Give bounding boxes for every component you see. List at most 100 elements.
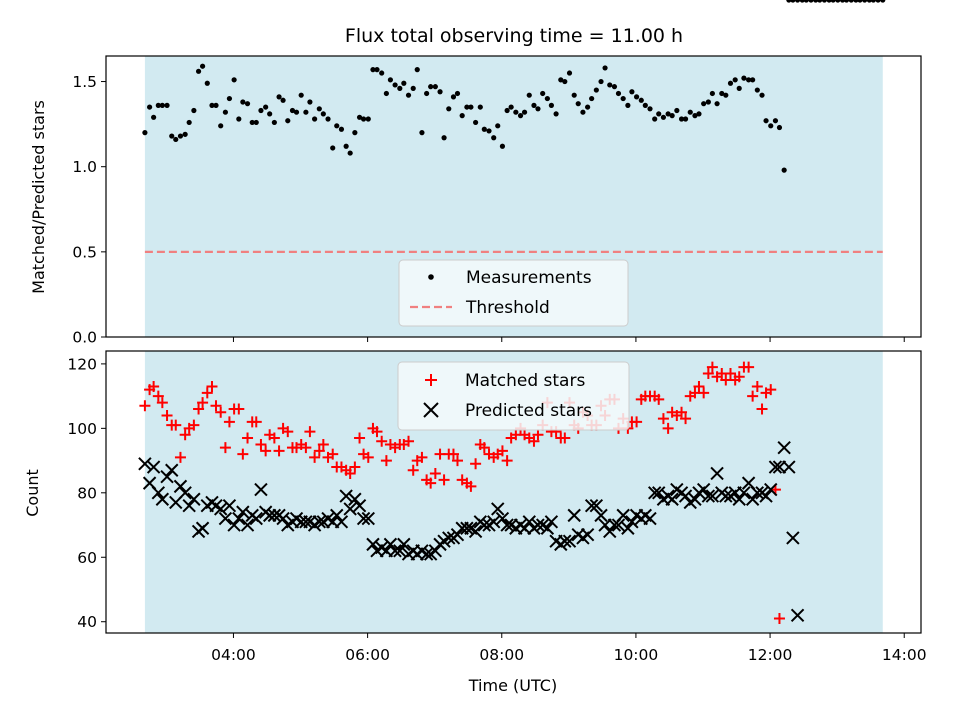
measurements-point	[880, 0, 886, 3]
matched-stars-point	[470, 458, 482, 470]
measurements-point	[424, 90, 430, 97]
matched-stars-point	[733, 371, 745, 383]
measurements-point	[182, 131, 188, 137]
predicted-stars-point	[487, 515, 501, 529]
measurements-point	[870, 0, 876, 3]
predicted-stars-point	[352, 498, 367, 513]
measurements-point	[379, 70, 385, 76]
matched-stars-point	[680, 413, 692, 425]
measurements-point	[732, 77, 738, 83]
predicted-stars-point	[232, 511, 246, 526]
measurements-point	[558, 77, 564, 83]
counts-y-axis-label: Count	[23, 469, 42, 517]
predicted-stars-point	[750, 486, 765, 500]
predicted-stars-point	[705, 489, 720, 503]
matched-stars-point	[233, 403, 245, 415]
measurements-point	[580, 109, 586, 115]
predicted-stars-point	[764, 482, 778, 497]
predicted-stars-point	[267, 508, 282, 523]
predicted-stars-point	[222, 498, 237, 513]
matched-stars-point	[197, 397, 209, 409]
measurements-point	[508, 104, 514, 110]
matched-stars-point	[765, 384, 777, 396]
measurements-point	[276, 94, 282, 100]
predicted-stars-point	[665, 492, 679, 506]
matched-stars-point	[451, 455, 463, 467]
measurements-point	[347, 150, 353, 156]
measurements-point	[454, 90, 461, 97]
predicted-stars-point	[361, 511, 375, 526]
matched-stars-point	[313, 445, 325, 457]
counts-y-ticks: 40 60 80 100 120	[67, 355, 106, 631]
ratio-y-axis-label: Matched/Predicted stars	[29, 100, 48, 294]
measurements-point	[790, 0, 796, 3]
predicted-stars-point	[468, 524, 483, 539]
matched-stars-point	[376, 435, 388, 447]
measurements-point	[222, 109, 228, 115]
measurements-point	[517, 113, 524, 119]
predicted-stars-point	[594, 508, 608, 523]
matched-stars-point	[407, 464, 419, 476]
predicted-stars-point	[356, 511, 371, 526]
y-tick-label: 1.5	[72, 73, 97, 91]
measurements-point	[799, 0, 805, 3]
predicted-stars-point	[589, 498, 604, 513]
predicted-stars-point	[696, 482, 711, 497]
predicted-stars-point	[643, 511, 657, 526]
measurements-point	[316, 106, 322, 112]
predicted-stars-point	[558, 534, 572, 548]
measurements-point	[258, 107, 264, 114]
measurements-point	[687, 109, 693, 115]
measurements-point	[705, 99, 711, 105]
matched-stars-point	[747, 390, 759, 402]
measurements-point	[768, 123, 774, 129]
predicted-stars-point	[603, 524, 617, 539]
measurements-point	[312, 116, 318, 122]
matched-stars-point	[219, 442, 231, 454]
measurements-point	[763, 118, 769, 124]
measurements-point	[437, 89, 443, 95]
predicted-stars-point	[678, 489, 693, 503]
measurements-point	[615, 90, 622, 97]
matched-stars-point	[698, 387, 710, 399]
predicted-stars-point	[652, 486, 666, 500]
matched-stars-point	[478, 442, 490, 454]
measurements-point	[338, 126, 345, 132]
matched-stars-point	[403, 435, 415, 447]
predicted-stars-point	[366, 537, 380, 552]
predicted-stars-point	[745, 492, 760, 506]
predicted-stars-point	[647, 486, 662, 500]
measurements-point	[383, 90, 389, 97]
measurements-point	[397, 85, 403, 91]
predicted-stars-point	[160, 469, 174, 484]
predicted-stars-point	[710, 466, 724, 481]
measurements-point	[754, 87, 760, 93]
matched-stars-point	[242, 432, 254, 444]
y-tick-label: 100	[67, 420, 97, 438]
measurements-point	[191, 107, 197, 114]
measurements-point	[875, 0, 881, 3]
predicted-stars-point	[719, 489, 733, 503]
measurements-point	[629, 89, 635, 95]
predicted-stars-point	[276, 511, 290, 526]
measurements-point	[719, 90, 725, 97]
predicted-stars-point	[442, 531, 456, 545]
ratio-y-ticks: 0.0 0.5 1.0 1.5	[72, 73, 106, 347]
measurements-point	[477, 104, 483, 110]
measurements-point	[428, 84, 434, 90]
predicted-stars-point	[343, 502, 357, 516]
legend-predicted-label: Predicted stars	[465, 401, 592, 421]
measurements-point	[602, 65, 608, 71]
matched-stars-point	[344, 467, 356, 479]
measurements-point	[330, 145, 336, 151]
measurements-point	[334, 123, 340, 129]
y-tick-label: 120	[67, 355, 97, 373]
measurements-point	[387, 77, 394, 83]
predicted-stars-point	[155, 492, 170, 506]
matched-stars-point	[304, 426, 316, 438]
ratio-panel: 0.0 0.5 1.0 1.5 Matched/Predicted stars Mea…	[29, 0, 922, 347]
measurements-point	[723, 92, 729, 98]
x-tick-label: 12:00	[748, 646, 793, 664]
predicted-stars-point	[254, 482, 268, 497]
predicted-stars-point	[540, 521, 555, 535]
